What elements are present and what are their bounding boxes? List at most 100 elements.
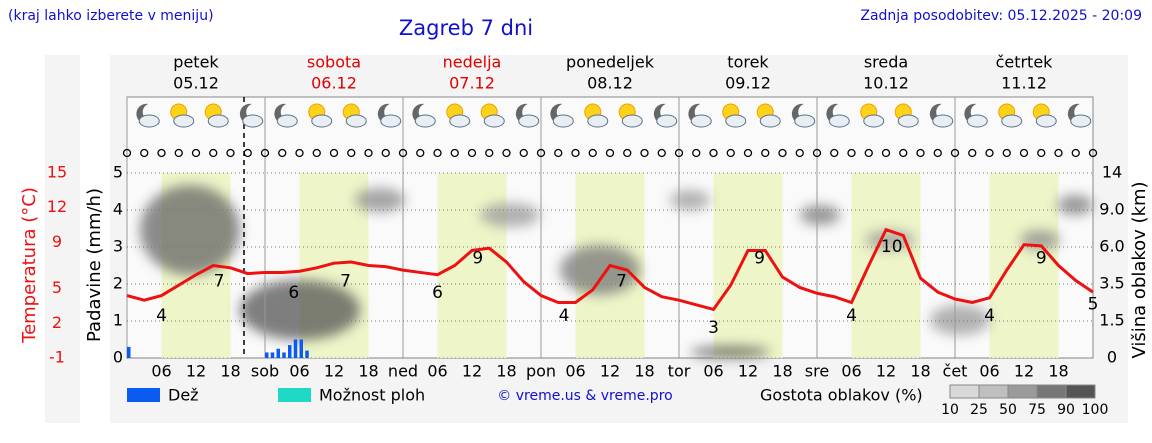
wind-marker [278, 148, 287, 158]
wind-marker [916, 148, 925, 158]
precip-bar [293, 339, 298, 358]
wind-marker [260, 148, 270, 158]
cloud-tick-label: 9.0 [1099, 200, 1124, 219]
wind-marker [743, 148, 753, 158]
legend-label: Možnost ploh [319, 386, 425, 405]
x-tick-label: 06 [703, 362, 723, 381]
x-tick-label: pon [526, 362, 556, 381]
cloud-icon [380, 114, 402, 128]
cloud-icon [1035, 114, 1057, 128]
wind-marker [1002, 148, 1011, 158]
temp-label: 4 [559, 306, 570, 326]
temp-tick-label: -1 [49, 348, 65, 367]
title: Zagreb 7 dni [399, 16, 533, 40]
wind-marker [985, 148, 994, 158]
cloud-icon [173, 114, 195, 128]
daylight-band [437, 173, 507, 358]
temp-label: 7 [616, 272, 627, 292]
wind-marker [674, 148, 684, 158]
cloud-icon [311, 114, 333, 128]
day-date: 10.12 [863, 74, 909, 93]
wind-marker [933, 148, 942, 158]
temp-label: 6 [432, 283, 443, 303]
temp-label: 3 [708, 318, 719, 338]
cloud-axis-label: Višina oblakov (km) [1129, 181, 1150, 358]
temp-label: 9 [472, 248, 483, 268]
x-tick-label: 12 [738, 362, 758, 381]
daylight-band [713, 173, 783, 358]
wind-marker [157, 148, 166, 158]
wind-marker [450, 148, 459, 158]
wind-marker [847, 148, 856, 158]
x-tick-label: 12 [186, 362, 206, 381]
precip-bar [265, 352, 269, 358]
legend-label: Dež [168, 386, 199, 405]
day-name: ponedeljek [566, 53, 655, 72]
cloud-tick-label: 6.0 [1099, 237, 1124, 256]
temp-label: 9 [1036, 248, 1047, 268]
precip-bar [270, 352, 275, 358]
day-name: sreda [864, 53, 908, 72]
wind-marker [968, 148, 977, 158]
density-level: 90 [1057, 402, 1075, 418]
cloud-tick-label: 14 [1102, 163, 1122, 182]
x-tick-label: 06 [979, 362, 999, 381]
wind-marker [381, 148, 390, 158]
day-date: 08.12 [587, 74, 633, 93]
temp-label: 9 [754, 248, 765, 268]
note: (kraj lahko izberete v meniju) [8, 8, 214, 24]
cloud-tick-label: 1.5 [1099, 311, 1124, 330]
density-level: 10 [941, 402, 959, 418]
day-date: 07.12 [449, 74, 495, 93]
temperature-line [126, 227, 1094, 312]
wind-marker [174, 148, 183, 158]
cloud-icon [690, 114, 712, 128]
temp-tick-label: 12 [47, 197, 67, 216]
density-level: 25 [970, 402, 988, 418]
precip-bar [276, 348, 280, 358]
precip-tick-label: 4 [113, 200, 123, 219]
precip-axis-label: Padavine (mm/h) [84, 188, 105, 342]
wind-marker [347, 148, 356, 158]
legend-swatch [278, 388, 311, 402]
x-tick-label: 06 [841, 362, 861, 381]
x-tick-label: 12 [876, 362, 896, 381]
x-tick-label: ned [388, 362, 418, 381]
cloud-icon [725, 114, 747, 128]
cloud-icon [276, 114, 298, 128]
x-tick-label: sob [251, 362, 279, 381]
cloud-icon [552, 114, 574, 128]
x-tick-label: 06 [565, 362, 585, 381]
temp-label: 5 [1088, 295, 1099, 315]
temp-label: 7 [214, 272, 225, 292]
cloud-icon [759, 114, 781, 128]
x-tick-label: 18 [910, 362, 930, 381]
wind-marker [1037, 148, 1046, 158]
day-name: petek [173, 53, 219, 72]
density-swatch [1065, 384, 1096, 399]
wind-marker [950, 148, 960, 158]
wind-marker [209, 148, 218, 158]
x-tick-label: 18 [496, 362, 516, 381]
x-tick-label: 18 [634, 362, 654, 381]
wind-marker [485, 148, 494, 158]
density-level: 100 [1082, 402, 1109, 418]
wind-marker [864, 148, 873, 158]
temp-label: 7 [340, 272, 351, 292]
density-swatch [978, 384, 1009, 399]
wind-marker [830, 148, 839, 158]
day-date: 05.12 [173, 74, 219, 93]
wind-marker [243, 148, 252, 158]
wind-marker [1019, 148, 1029, 158]
temp-label: 10 [881, 237, 903, 257]
credit: © vreme.us & vreme.pro [497, 388, 672, 404]
cloud-icon [621, 114, 643, 128]
x-tick-label: 18 [220, 362, 240, 381]
cloud-tick-label: 3.5 [1099, 274, 1124, 293]
cloud-icon [138, 114, 160, 128]
wind-marker [554, 148, 563, 158]
x-tick-label: 18 [358, 362, 378, 381]
wind-marker [519, 148, 528, 158]
daylight-band [851, 173, 921, 358]
